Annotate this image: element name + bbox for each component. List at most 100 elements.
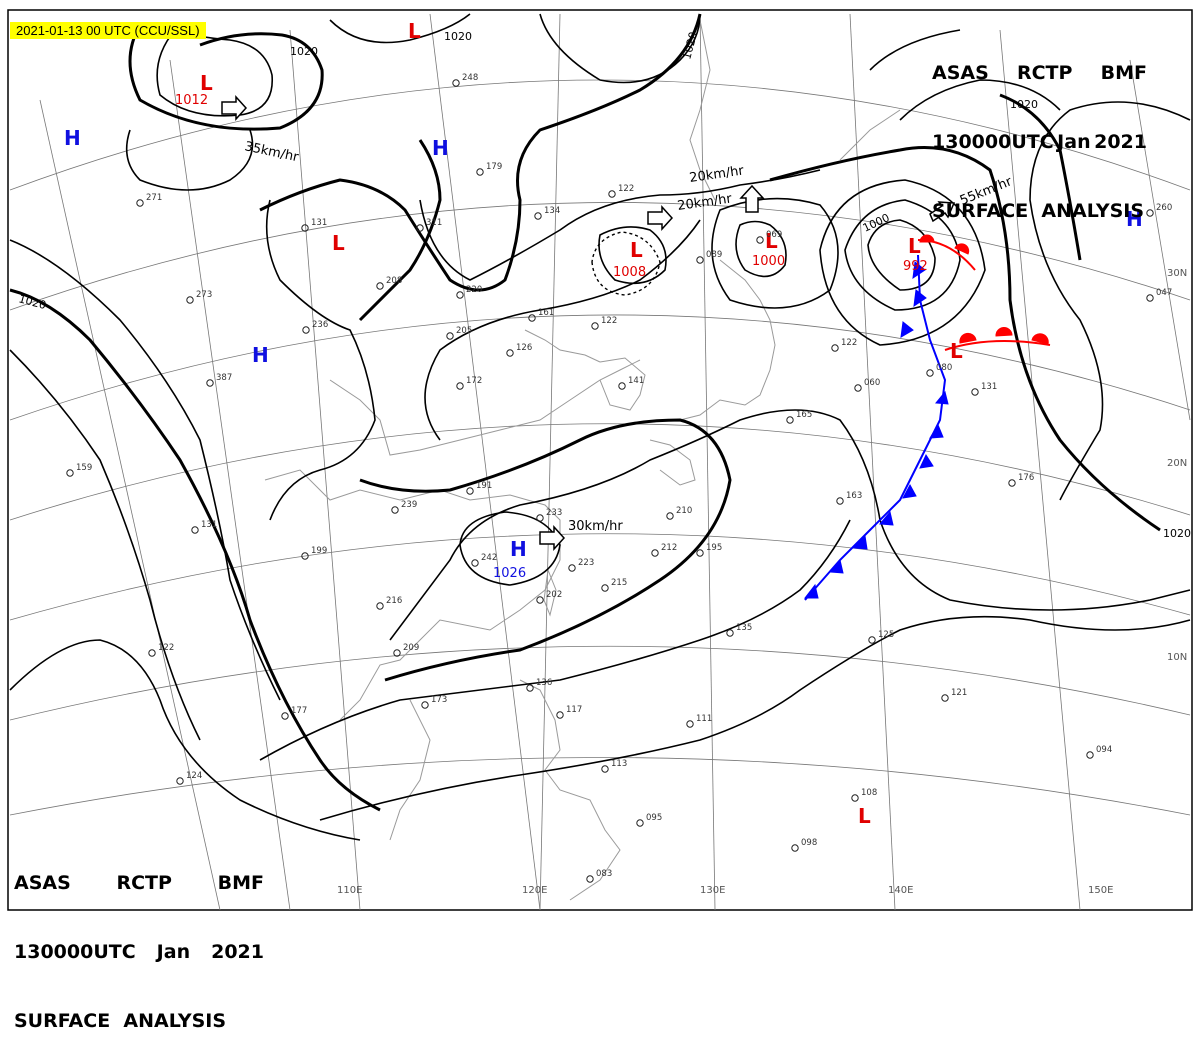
cold-front-barb [900,321,914,338]
station-circle [608,190,616,198]
station-circle [831,344,839,352]
timestamp-tag: 2021-01-13 00 UTC (CCU/SSL) [10,22,206,39]
station-pressure-value: 173 [431,695,447,705]
station-circle [1146,209,1154,217]
station-circle [528,314,536,322]
isobar-1020 [999,93,1082,261]
latitude-lines [9,79,1191,816]
movement-arrow [221,95,248,121]
station-pressure-value: 177 [291,706,307,716]
station-circle [302,326,310,334]
station-circle [854,384,862,392]
station-pressure-value: 236 [312,320,328,330]
chart-title-top-right: ASAS RCTP BMF 130000UTC Jan 2021 SURFACE… [932,16,1147,246]
isobar [156,29,273,117]
low-center-letter: L [200,71,213,95]
station-pressure-value: 191 [476,481,492,491]
latitude-label: 30N [1167,268,1187,279]
isobar [844,199,961,311]
warm-front [917,234,1051,351]
isobar [1029,101,1191,501]
station-pressure-value: 134 [544,206,560,216]
isobar-1020 [769,146,1161,532]
station-pressure-value: 080 [936,363,952,373]
station-pressure-value: 122 [618,184,634,194]
station-circle [686,720,694,728]
isobar [265,199,376,521]
station-circle [636,819,644,827]
isobar-1020 [359,418,732,682]
chart-title-bottom-left: ASAS RCTP BMF 130000UTC Jan 2021 SURFACE… [14,826,264,1056]
cold-front-barb [935,390,949,405]
station-pressure-value: 216 [386,596,402,606]
isobar [9,349,201,741]
station-pressure-value: 122 [158,643,174,653]
coastlines [264,19,901,901]
isobar-1020 [259,13,702,292]
isobars-1020 [9,13,1161,812]
title-product: SURFACE ANALYSIS [932,200,1145,222]
station-circle [393,649,401,657]
station-circle [376,282,384,290]
cold-front-barb [902,483,917,499]
cold-front-barb [929,423,944,439]
station-circle [786,416,794,424]
title-year: 2021 [1094,131,1147,153]
station-circle [941,694,949,702]
station-circle [176,777,184,785]
station-pressure-value: 387 [216,373,232,383]
isobar-1020 [9,288,381,812]
station-circle [476,168,484,176]
cold-front-barb [919,453,934,469]
low-center-letter: L [765,229,778,253]
station-circle [281,712,289,720]
movement-arrows [221,95,956,551]
station-pressure-value: 125 [878,630,894,640]
high-center-letter: H [432,136,449,160]
cold-front-barb [912,261,926,280]
station-pressure-value: 205 [456,326,472,336]
warm-front-bump [919,234,935,243]
station-pressure-value: 113 [611,759,627,769]
pressure-centers: H H H H H L L L L L L L L [64,19,1143,828]
longitude-label: 110E [337,885,362,896]
station-pressure-value: 242 [481,553,497,563]
high-center-letter: H [252,343,269,367]
longitude-label: 120E [522,885,547,896]
station-pressure-value: 215 [611,578,627,588]
station-circle [586,875,594,883]
high-center-letter: H [1126,207,1143,231]
movement-arrow [539,525,566,551]
station-pressure-value: 047 [1156,288,1172,298]
movement-arrow [739,184,765,213]
station-circle [618,382,626,390]
low-center-letter: L [408,19,421,43]
station-circle [456,291,464,299]
isobars [9,13,1191,841]
cold-front-barb [803,583,819,599]
station-pressure-value: 163 [846,491,862,501]
station-pressure-value: 248 [462,73,478,83]
station-pressure-value: 195 [706,543,722,553]
station-circle [506,349,514,357]
station-circle [791,844,799,852]
isobar-value: 1020 [1010,98,1038,111]
station-circle [601,765,609,773]
title-time: 130000UTC [932,131,1054,153]
isobar [9,239,281,701]
station-pressure-value: 111 [696,714,712,724]
cold-front-barb [878,510,894,526]
isobar-1020 [128,24,324,131]
high-pressure-value: 1026 [493,566,526,581]
station-circle [1146,294,1154,302]
station-circle [696,256,704,264]
cold-front-barb [852,534,868,550]
station-pressure-value: 131 [981,382,997,392]
low-center-letter: L [630,238,643,262]
station-pressure-value: 108 [861,788,877,798]
pressure-values: 1012 1008 1000 992 1026 [175,93,928,581]
title-station: RCTP [116,872,172,894]
station-pressure-value: 121 [951,688,967,698]
warm-front-bump [1031,333,1049,345]
station-pressure-value: 199 [311,546,327,556]
